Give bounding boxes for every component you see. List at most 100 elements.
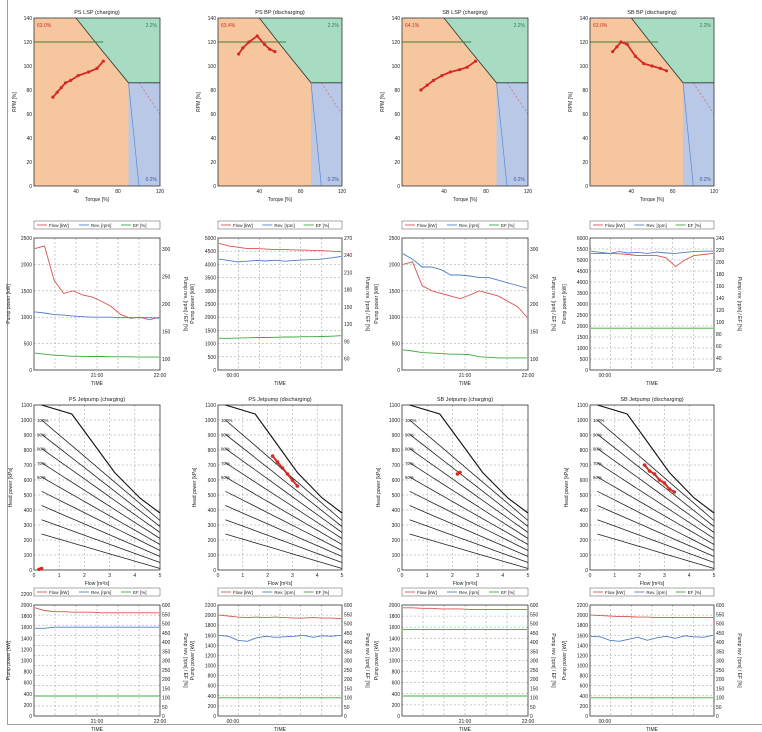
series-line: [218, 614, 342, 620]
y-tick-label: 1500: [205, 328, 216, 334]
pump-curve: [597, 419, 715, 521]
y2-tick-label: 150: [162, 686, 171, 692]
region-share-label: 2.2%: [700, 23, 712, 29]
operating-point: [615, 45, 619, 49]
overload-region: [631, 18, 714, 83]
y-tick-label: 4500: [205, 249, 216, 255]
x-axis-label: TIME: [646, 381, 659, 387]
envelope-curve: [225, 404, 343, 514]
x-tick-label: 00:00: [599, 373, 612, 379]
y-tick-label: 2000: [205, 613, 216, 619]
region-boundary: [443, 17, 528, 84]
y2-tick-label: 60: [716, 344, 722, 350]
legend-label: Rev. [rpm]: [646, 223, 666, 228]
y-tick-label: 900: [208, 433, 217, 439]
y-tick-label: 500: [580, 493, 589, 499]
legend-label: Flow [kW]: [605, 590, 625, 595]
y-tick-label: 1100: [389, 403, 400, 409]
series-line: [218, 256, 342, 263]
y-tick-label: 4000: [577, 280, 588, 286]
y2-tick-label: 240: [716, 236, 725, 242]
y-axis-label: Pump power [kW]: [6, 284, 12, 324]
operating-point: [431, 78, 436, 82]
y-tick-label: 900: [580, 433, 589, 439]
y-tick-label: 2000: [205, 315, 216, 321]
series-line: [35, 626, 159, 629]
x-tick-label: 1: [613, 573, 616, 579]
operating-point: [652, 472, 657, 476]
y2-tick-label: 150: [530, 330, 539, 336]
pump-curve: [597, 462, 715, 539]
operating-trace: [256, 35, 266, 45]
legend-label: EF [%]: [316, 223, 330, 228]
x-tick-label: 2: [83, 573, 86, 579]
y-tick-label: 40: [582, 136, 588, 142]
x-tick-label: 0: [401, 573, 404, 579]
curve-label: 70%: [221, 461, 230, 466]
operating-point: [672, 490, 677, 494]
plot-frame: [401, 604, 529, 717]
y2-tick-label: 150: [716, 686, 725, 692]
legend-box: [217, 220, 343, 230]
operating-point: [51, 95, 55, 99]
y-tick-label: 300: [208, 523, 217, 529]
pump-curve: [597, 433, 715, 527]
operating-point: [69, 78, 73, 82]
operating-trace: [248, 35, 258, 43]
pump-curve: [41, 462, 161, 539]
y-tick-label: 200: [392, 538, 401, 544]
plot-frame: [401, 17, 529, 187]
y2-tick-label: 100: [162, 357, 171, 363]
chart-2: PS BP (discharging) 63.4% 2.2% 0.2% 0 20 40 60 8…: [196, 10, 346, 203]
envelope-curve: [41, 404, 161, 514]
x-axis-label: TIME: [459, 381, 472, 387]
y-tick-label: 40: [26, 136, 32, 142]
y2-tick-label: 100: [530, 696, 539, 702]
pump-curve: [225, 433, 343, 527]
pump-curve: [409, 490, 529, 551]
legend-label: EF [%]: [133, 223, 147, 228]
pump-curve: [41, 419, 161, 521]
region-share-label: 2.2%: [146, 23, 158, 29]
pump-curve: [597, 505, 715, 557]
curve-label: 60%: [221, 475, 230, 480]
operating-point: [458, 470, 462, 475]
y-tick-label: 600: [392, 681, 401, 687]
y-tick-label: 0: [397, 368, 400, 374]
y-tick-label: 300: [24, 523, 33, 529]
x-tick-label: 0: [33, 573, 36, 579]
series-line: [590, 614, 713, 619]
curve-label: 90%: [37, 432, 46, 437]
x-axis-label: Torque [%]: [85, 197, 110, 203]
y-tick-label: 1100: [205, 403, 216, 409]
y-tick-label: 120: [580, 40, 589, 46]
y-tick-label: 1000: [205, 418, 216, 424]
y2-tick-label: 0: [530, 714, 533, 720]
y2-tick-label: 150: [530, 686, 539, 692]
chart-11: 100%90%80%70%60%SB Jetpump (charging)010…: [376, 397, 530, 587]
y-tick-label: 140: [208, 16, 217, 22]
y-tick-label: 400: [580, 508, 589, 514]
page-bottom-border: [7, 724, 762, 725]
x-tick-label: 4: [501, 573, 504, 579]
y-tick-label: 5000: [205, 236, 216, 242]
y-tick-label: 120: [208, 40, 217, 46]
operating-point: [667, 487, 672, 491]
y-tick-label: 600: [208, 478, 217, 484]
y2-tick-label: 350: [344, 649, 353, 655]
y2-tick-label: 600: [344, 603, 353, 609]
y-tick-label: 1000: [389, 659, 400, 665]
y-tick-label: 20: [582, 160, 588, 166]
y2-tick-label: 0: [344, 714, 347, 720]
y2-tick-label: 120: [716, 308, 725, 314]
y-tick-label: 100: [580, 553, 589, 559]
envelope-curve: [597, 404, 715, 514]
y-tick-label: 600: [24, 478, 33, 484]
y-tick-label: 1500: [577, 335, 588, 341]
pump-curve: [225, 448, 343, 533]
y-tick-label: 1600: [577, 633, 588, 639]
x-tick-label: 00:00: [227, 719, 240, 725]
chart-title: PS LSP (charging): [74, 10, 120, 16]
chart-1: PS LSP (charging) 63.0% 2.2% 0.2% 0 20 40 60 80 1…: [12, 10, 164, 203]
x-axis-label: Flow [m³/s]: [640, 581, 665, 587]
